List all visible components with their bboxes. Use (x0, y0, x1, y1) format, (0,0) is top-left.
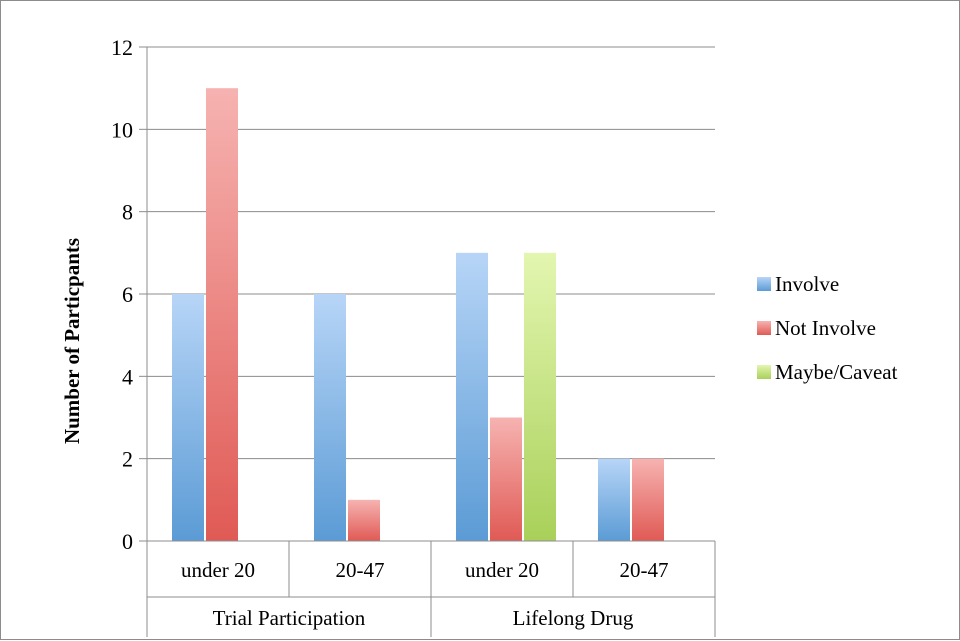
category-labels: under 20 20-47 under 20 20-47 Trial Particip… (146, 541, 716, 637)
y-tick-label: 10 (111, 117, 133, 142)
y-tick-label: 0 (122, 529, 133, 554)
bar-not-involve (632, 458, 664, 541)
x-category-label: under 20 (465, 558, 539, 582)
bars (172, 88, 664, 542)
legend-swatch (757, 321, 771, 335)
bar-maybe-caveat (524, 252, 556, 542)
x-category-label: 20-47 (336, 558, 385, 582)
gridlines (139, 46, 715, 542)
bar-involve (314, 294, 346, 541)
legend-swatch (757, 365, 771, 379)
bar-not-involve (348, 499, 380, 541)
legend-label: Maybe/Caveat (775, 360, 898, 384)
bar-not-involve (490, 417, 522, 541)
bar-involve (456, 252, 488, 542)
y-tick-label: 2 (122, 447, 133, 472)
legend-swatch (757, 277, 771, 291)
legend: Involve Not Involve Maybe/Caveat (757, 272, 898, 384)
legend-label: Not Involve (775, 316, 876, 340)
y-tick-label: 8 (122, 200, 133, 225)
x-category-label: under 20 (181, 558, 255, 582)
y-axis-title: Number of Particpants (60, 238, 84, 444)
x-category-label: 20-47 (620, 558, 669, 582)
y-tick-labels: 0 2 4 6 8 10 12 (111, 35, 133, 554)
legend-label: Involve (775, 272, 839, 296)
bar-involve (172, 294, 204, 541)
x-group-label: Lifelong Drug (513, 606, 634, 630)
y-tick-label: 12 (111, 35, 133, 60)
bar-not-involve (206, 88, 238, 542)
y-tick-label: 6 (122, 282, 133, 307)
bar-involve (598, 458, 630, 541)
y-tick-label: 4 (122, 364, 133, 389)
x-group-label: Trial Participation (213, 606, 366, 630)
